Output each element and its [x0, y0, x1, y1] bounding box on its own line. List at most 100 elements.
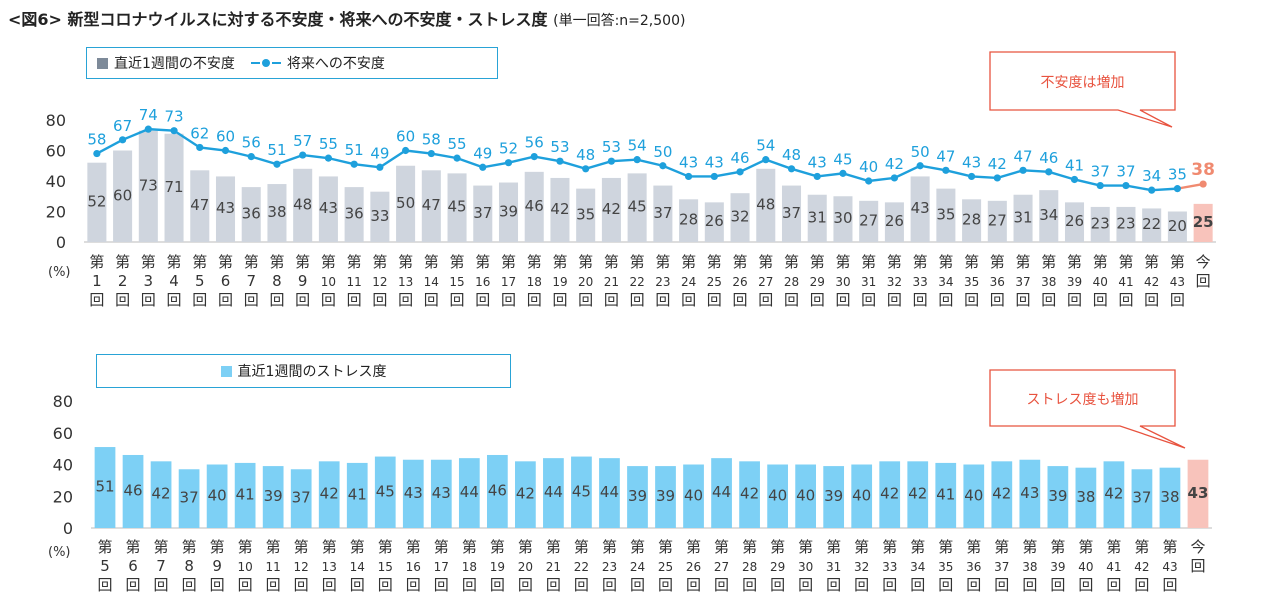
line-point — [93, 149, 101, 158]
bar — [1019, 459, 1041, 528]
line-point — [324, 154, 333, 162]
bar — [164, 133, 184, 242]
bar — [473, 185, 493, 242]
bar-value-label: 35 — [576, 205, 595, 223]
x-tick-label: 第 38 回 — [1041, 253, 1056, 309]
bar-value-label: 39 — [264, 487, 283, 505]
line-value-label: 54 — [628, 137, 647, 155]
bar — [318, 461, 340, 528]
line-value-label: 48 — [576, 146, 595, 164]
bar-value-label: 43 — [319, 199, 338, 217]
line-point — [1070, 175, 1079, 184]
bar-value-label: 40 — [852, 486, 871, 504]
line-point — [1148, 186, 1156, 194]
bar-value-label: 46 — [123, 481, 142, 499]
line-point — [710, 172, 718, 181]
bar-value-label: 39 — [499, 202, 518, 220]
legend-bar2-label: 直近1週間のストレス度 — [237, 364, 387, 380]
line-point — [350, 160, 358, 168]
line-point — [684, 172, 693, 181]
line-point — [890, 174, 899, 182]
bar-value-label: 44 — [460, 483, 479, 501]
x-tick-label: 第 30 回 — [798, 538, 813, 594]
line-value-label: 47 — [1013, 147, 1032, 165]
bar — [879, 461, 901, 528]
x-tick-label: 第 40 回 — [1078, 538, 1093, 594]
x-tick-label: 第 28 回 — [742, 538, 757, 594]
bar-value-label: 41 — [236, 485, 255, 503]
bar-value-label: 45 — [628, 198, 647, 216]
bar — [823, 466, 845, 528]
line-point — [659, 162, 667, 170]
x-tick-label: 第 27 回 — [758, 253, 773, 309]
bar-value-label: 45 — [376, 482, 395, 500]
bar — [430, 459, 452, 528]
line-value-label: 49 — [473, 144, 492, 162]
x-tick-label: 第 34 回 — [910, 538, 925, 594]
bar — [241, 187, 261, 242]
bar-value-label: 27 — [988, 211, 1007, 229]
y-tick-label: 0 — [56, 233, 66, 252]
bar — [884, 202, 904, 242]
bar-value-label: 43 — [432, 484, 451, 502]
bar — [935, 462, 957, 528]
line-point — [839, 169, 847, 177]
line-point — [993, 174, 1001, 182]
bar — [138, 130, 158, 242]
line-point — [967, 172, 976, 181]
line-value-label: 38 — [1191, 160, 1215, 180]
bar — [653, 185, 673, 242]
bar-value-label: 39 — [824, 487, 843, 505]
bar-value-label: 37 — [1132, 489, 1151, 507]
line-point — [1019, 166, 1027, 174]
line-value-label: 52 — [499, 140, 518, 158]
bar-value-label: 28 — [679, 211, 698, 229]
bar-value-label: 43 — [216, 199, 235, 217]
bar-value-label: 23 — [1116, 214, 1135, 232]
line-value-label: 42 — [885, 155, 904, 173]
x-tick-label: 第 36 回 — [966, 538, 981, 594]
callout-bottom: ストレス度も増加 — [989, 369, 1186, 449]
bar-value-label: 44 — [544, 483, 563, 501]
bar — [87, 162, 107, 242]
bar-value-label: 30 — [833, 209, 852, 227]
bar — [1167, 211, 1187, 242]
legend-line-swatch — [250, 59, 281, 67]
x-tick-label: 第 13 回 — [322, 538, 337, 594]
bar — [576, 188, 596, 242]
bar — [1131, 469, 1153, 528]
x-tick-label: 第 13 回 — [398, 253, 413, 309]
chart-title: <図6> 新型コロナウイルスに対する不安度・将来への不安度・ストレス度 (単一回… — [8, 6, 685, 30]
bar-value-label: 42 — [602, 200, 621, 218]
x-tick-label: 第 31 回 — [861, 253, 876, 309]
x-tick-label: 第 14 回 — [350, 538, 365, 594]
bar — [936, 188, 956, 242]
bar-value-label: 48 — [756, 195, 775, 213]
x-tick-label: 第 22 回 — [574, 538, 589, 594]
bar-value-label: 31 — [1013, 208, 1032, 226]
bar — [234, 462, 256, 528]
line-value-label: 34 — [1142, 167, 1161, 185]
y-tick-label: 80 — [46, 111, 66, 130]
x-tick-label: 第 36 回 — [990, 253, 1005, 309]
bar — [447, 173, 467, 242]
bar — [987, 200, 1007, 242]
bar-value-label: 37 — [180, 489, 199, 507]
line-value-label: 57 — [293, 132, 312, 150]
bar — [1047, 466, 1069, 528]
bar-value-label: 45 — [447, 198, 466, 216]
line-value-label: 50 — [653, 143, 672, 161]
bar — [599, 458, 620, 528]
bar — [1090, 206, 1110, 242]
x-tick-label: 第 19 回 — [552, 253, 567, 309]
bar-value-label: 42 — [152, 485, 171, 503]
bar — [795, 464, 817, 528]
bar — [627, 466, 648, 528]
bar — [1187, 459, 1209, 528]
x-tick-label: 第 29 回 — [810, 253, 825, 309]
line-value-label: 37 — [1116, 163, 1135, 181]
chart-anxiety: 0 20 40 60 80 (%) 52 60 73 71 47 43 36 38 48 43 36 33 50 47… — [46, 106, 1216, 309]
